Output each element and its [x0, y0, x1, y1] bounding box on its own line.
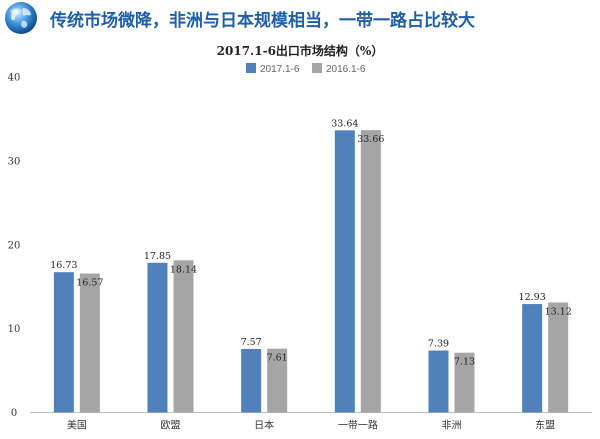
legend-label-2016: 2016.1-6: [326, 64, 366, 75]
y-tick-label: 10: [8, 324, 21, 335]
x-tick-label: 非洲: [442, 420, 462, 432]
data-label: 17.85: [144, 251, 171, 262]
bar: [334, 130, 355, 413]
data-label: 33.64: [331, 118, 358, 129]
x-axis: 美国 欧盟 日本 一带一路 非洲 东盟: [67, 419, 555, 432]
data-label: 16.57: [76, 278, 103, 289]
bar: [241, 349, 262, 413]
y-tick-label: 20: [8, 240, 21, 251]
bar: [267, 348, 288, 413]
legend: 2017.1-6 2016.1-6: [246, 63, 366, 75]
data-label: 18.14: [170, 264, 197, 275]
y-tick-label: 0: [11, 408, 17, 419]
legend-label-2017: 2017.1-6: [260, 64, 300, 75]
bar: [428, 350, 449, 413]
data-label: 13.12: [545, 306, 572, 317]
value-labels: 16.73 16.57 17.85 18.14 7.57 7.61 33.64 33.66 7.…: [50, 118, 572, 367]
chart-title: 2017.1-6出口市场结构（%）: [217, 43, 384, 58]
data-label: 33.66: [357, 134, 384, 145]
x-tick-label: 一带一路: [338, 419, 378, 432]
header: 传统市场微降，非洲与日本规模相当，一带一路占比较大: [0, 0, 600, 40]
bar: [360, 130, 381, 413]
data-label: 7.39: [428, 339, 449, 350]
bar: [454, 352, 475, 413]
data-label: 16.73: [50, 260, 77, 271]
x-tick-label: 东盟: [535, 419, 555, 432]
data-label: 12.93: [519, 292, 546, 303]
legend-swatch-2016: [312, 63, 322, 73]
headline: 传统市场微降，非洲与日本规模相当，一带一路占比较大: [50, 11, 475, 31]
bar: [173, 260, 194, 413]
data-label: 7.13: [454, 357, 475, 368]
bars: [53, 130, 569, 413]
data-label: 7.57: [241, 337, 262, 348]
bar: [53, 272, 74, 413]
y-tick-label: 30: [8, 156, 21, 167]
bar: [522, 304, 543, 413]
x-tick-label: 日本: [254, 419, 274, 432]
data-label: 7.61: [267, 353, 288, 364]
y-axis: 0 10 20 30 40: [8, 73, 21, 420]
bar: [147, 262, 168, 413]
bar: [548, 302, 569, 413]
x-tick-label: 欧盟: [161, 420, 181, 432]
y-tick-label: 40: [8, 73, 21, 84]
bar-chart: 2017.1-6出口市场结构（%） 2017.1-6 2016.1-6 0 10 2…: [8, 43, 592, 432]
bar: [79, 273, 100, 413]
globe-icon: [5, 2, 37, 34]
legend-swatch-2017: [246, 63, 256, 73]
x-tick-label: 美国: [67, 419, 87, 432]
